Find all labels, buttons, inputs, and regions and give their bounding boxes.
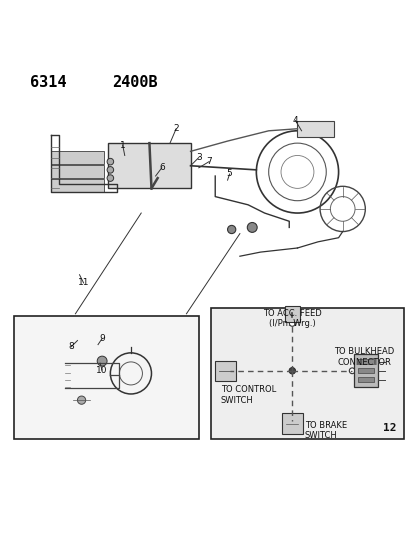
Text: 9: 9 — [99, 334, 105, 343]
Circle shape — [247, 222, 256, 232]
Text: TO BULKHEAD
CONNECTOR: TO BULKHEAD CONNECTOR — [334, 348, 394, 367]
Text: 7: 7 — [206, 157, 211, 166]
Text: 3: 3 — [195, 153, 201, 162]
Bar — [357, 359, 373, 364]
Circle shape — [107, 175, 114, 181]
Text: 6: 6 — [159, 163, 164, 172]
Circle shape — [97, 356, 107, 366]
Bar — [51, 179, 104, 192]
Bar — [108, 143, 190, 188]
Text: 2: 2 — [173, 124, 178, 133]
Text: 12: 12 — [382, 423, 395, 433]
Text: 10: 10 — [96, 366, 108, 375]
Circle shape — [227, 225, 235, 233]
Text: 5: 5 — [226, 169, 232, 179]
Text: 11: 11 — [78, 278, 89, 287]
Bar — [357, 377, 373, 382]
Bar — [297, 120, 334, 137]
Bar — [51, 165, 104, 178]
Bar — [353, 354, 377, 387]
Bar — [357, 368, 373, 373]
Circle shape — [77, 396, 85, 404]
Bar — [284, 305, 299, 322]
Bar — [14, 316, 198, 439]
Text: TO BRAKE
SWITCH: TO BRAKE SWITCH — [304, 421, 346, 440]
Circle shape — [289, 418, 294, 424]
Circle shape — [349, 368, 354, 374]
Text: 8: 8 — [68, 342, 74, 351]
Text: 2400B: 2400B — [112, 75, 158, 90]
Text: 4: 4 — [292, 116, 297, 125]
Bar — [211, 308, 404, 439]
Circle shape — [288, 367, 295, 374]
Circle shape — [107, 167, 114, 173]
Bar — [51, 150, 104, 164]
Circle shape — [227, 368, 233, 374]
Text: TO ACC. FEED
(I/Pn. Wrg.): TO ACC. FEED (I/Pn. Wrg.) — [262, 309, 321, 328]
Text: TO CONTROL
SWITCH: TO CONTROL SWITCH — [220, 385, 275, 405]
Bar — [214, 360, 235, 381]
Text: 6314: 6314 — [30, 75, 66, 90]
Circle shape — [107, 158, 114, 165]
Circle shape — [289, 320, 294, 326]
Text: 1: 1 — [119, 141, 125, 150]
Bar — [281, 414, 302, 434]
